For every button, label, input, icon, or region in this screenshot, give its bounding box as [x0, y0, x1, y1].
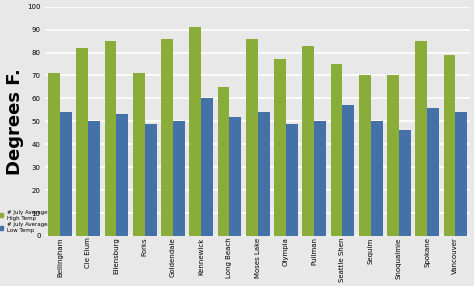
Bar	[286, 124, 298, 236]
Bar	[387, 76, 399, 236]
Bar	[302, 46, 314, 236]
Bar	[444, 55, 456, 236]
Bar	[456, 112, 467, 236]
Bar	[60, 112, 72, 236]
Bar	[105, 41, 117, 236]
Bar	[229, 117, 241, 236]
Bar	[330, 64, 342, 236]
Bar	[371, 121, 383, 236]
Bar	[173, 121, 185, 236]
Bar	[133, 73, 145, 236]
Bar	[274, 59, 286, 236]
Y-axis label: Degrees F.: Degrees F.	[6, 68, 24, 175]
Bar	[314, 121, 326, 236]
Bar	[359, 76, 371, 236]
Bar	[415, 41, 427, 236]
Bar	[218, 87, 229, 236]
Bar	[246, 39, 258, 236]
Bar	[427, 108, 439, 236]
Bar	[342, 105, 354, 236]
Bar	[117, 114, 128, 236]
Bar	[145, 124, 156, 236]
Bar	[201, 98, 213, 236]
Bar	[76, 48, 88, 236]
Bar	[189, 27, 201, 236]
Bar	[258, 112, 270, 236]
Bar	[399, 130, 411, 236]
Bar	[48, 73, 60, 236]
Bar	[161, 39, 173, 236]
Legend: # July Average
High Temp, # July Average
Low Temp: # July Average High Temp, # July Average…	[0, 210, 48, 233]
Bar	[88, 121, 100, 236]
